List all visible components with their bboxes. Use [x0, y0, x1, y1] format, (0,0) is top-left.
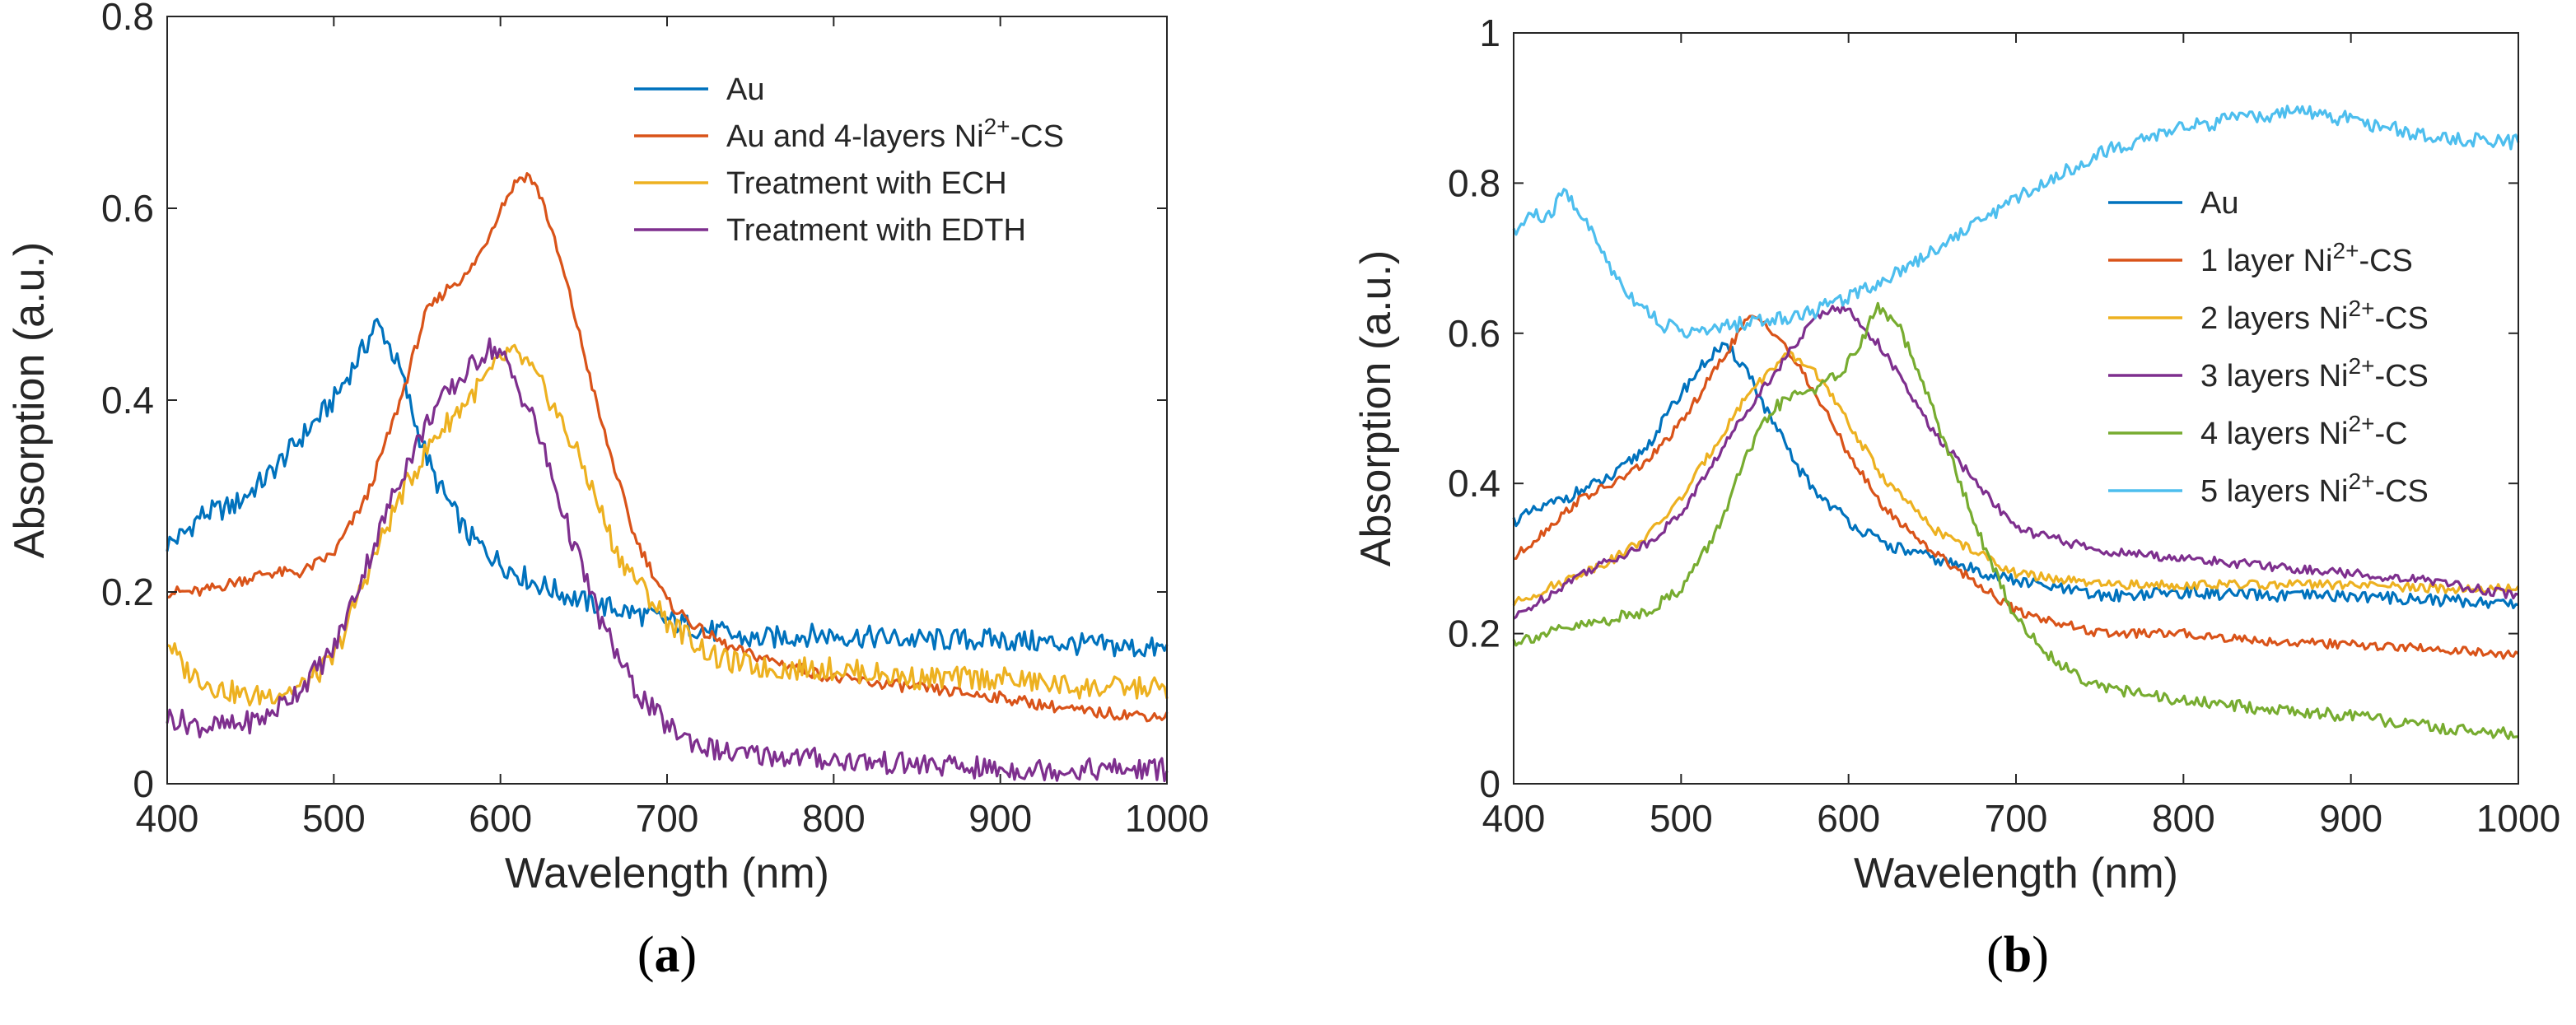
series-line-4 [166, 337, 1169, 783]
x-tick-label: 900 [968, 797, 1032, 840]
legend-entry-1: Au [726, 72, 764, 107]
y-tick-label: 0.6 [101, 187, 154, 230]
panel-a: 400 500 600 700 800 900 1000 0 0.2 0.4 0.6 0.8 Wavel… [6, 0, 1209, 983]
y-tick-label: 0.6 [1448, 312, 1500, 355]
series-line-2 [166, 172, 1169, 723]
series-line-4 [1513, 305, 2519, 620]
series-line-1 [1512, 342, 2519, 610]
x-tick-label: 700 [1985, 797, 2048, 840]
x-axis-label: Wavelength (nm) [505, 850, 829, 897]
y-tick-label: 0.4 [1448, 462, 1500, 505]
y-tick-label: 0 [133, 762, 154, 805]
legend-entry-3: Treatment with ECH [726, 166, 1007, 201]
x-tick-label: 400 [1482, 797, 1546, 840]
x-tick-label: 500 [302, 797, 366, 840]
series-line-6 [1512, 105, 2520, 339]
y-tick-label: 0.4 [101, 379, 154, 422]
x-tick-label: 400 [136, 797, 199, 840]
y-tick-label: 1 [1479, 12, 1500, 54]
y-tick-label: 0 [1479, 762, 1500, 805]
y-tick-label: 0.8 [1448, 161, 1500, 204]
y-tick-label: 0.8 [101, 0, 154, 38]
legend-entry-4: 3 layers Ni2+-CS [2200, 353, 2429, 394]
x-tick-label: 500 [1650, 797, 1713, 840]
series-line-2 [1513, 314, 2519, 660]
legend-entry-3: 2 layers Ni2+-CS [2200, 296, 2429, 336]
series-line-5 [1512, 301, 2518, 740]
series-line-3 [166, 343, 1169, 707]
x-axis-label: Wavelength (nm) [1854, 850, 2178, 897]
series-line-3 [1512, 350, 2520, 607]
x-tick-label: 800 [2152, 797, 2215, 840]
y-axis-label: Absorption (a.u.) [6, 242, 54, 558]
legend-entry-2: 1 layer Ni2+-CS [2200, 238, 2413, 278]
x-tick-label: 900 [2319, 797, 2382, 840]
x-tick-label: 1000 [1125, 797, 1209, 840]
panel-b: 400 500 600 700 800 900 1000 0 0.2 0.4 0.6 0.8 1 Wave… [1352, 12, 2560, 983]
y-axis-label: Absorption (a.u.) [1352, 250, 1400, 566]
x-tick-label: 1000 [2476, 797, 2560, 840]
series-line-1 [166, 318, 1169, 658]
x-tick-label: 600 [469, 797, 532, 840]
y-tick-label: 0.2 [1448, 613, 1500, 655]
x-tick-label: 700 [636, 797, 699, 840]
legend-entry-1: Au [2200, 186, 2238, 221]
legend-entry-5: 4 layers Ni2+-C [2200, 411, 2408, 451]
axes-box [1513, 32, 2519, 785]
panel-label: (b) [1986, 927, 2049, 983]
x-tick-label: 800 [802, 797, 866, 840]
legend-entry-6: 5 layers Ni2+-CS [2200, 468, 2429, 509]
legend-entry-2: Au and 4-layers Ni2+-CS [726, 114, 1064, 154]
x-tick-label: 600 [1817, 797, 1880, 840]
panel-label: (a) [637, 927, 697, 983]
y-tick-label: 0.2 [101, 571, 154, 613]
legend-entry-4: Treatment with EDTH [726, 213, 1026, 248]
